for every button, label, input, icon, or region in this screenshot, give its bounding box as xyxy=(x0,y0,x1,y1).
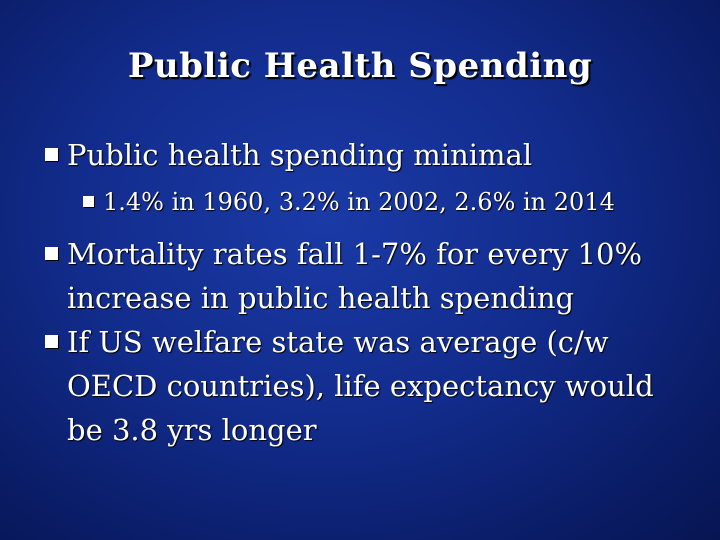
bullet-text: Mortality rates fall 1-7% for every 10% … xyxy=(67,237,643,315)
square-bullet-icon xyxy=(83,196,94,207)
bullet-item: If US welfare state was average (c/w OEC… xyxy=(45,320,685,452)
sub-bullet-text: 1.4% in 1960, 3.2% in 2002, 2.6% in 2014 xyxy=(103,188,615,216)
square-bullet-icon xyxy=(45,247,58,260)
square-bullet-icon xyxy=(45,148,58,161)
bullet-item: Public health spending minimal xyxy=(45,132,685,178)
bullet-list: Public health spending minimal 1.4% in 1… xyxy=(45,132,685,452)
bullet-item: Mortality rates fall 1-7% for every 10% … xyxy=(45,232,685,320)
sub-bullet-item: 1.4% in 1960, 3.2% in 2002, 2.6% in 2014 xyxy=(45,182,685,222)
bullet-text: Public health spending minimal xyxy=(67,138,533,172)
bullet-text: If US welfare state was average (c/w OEC… xyxy=(67,325,654,447)
square-bullet-icon xyxy=(45,335,58,348)
slide-title: Public Health Spending xyxy=(127,46,593,86)
